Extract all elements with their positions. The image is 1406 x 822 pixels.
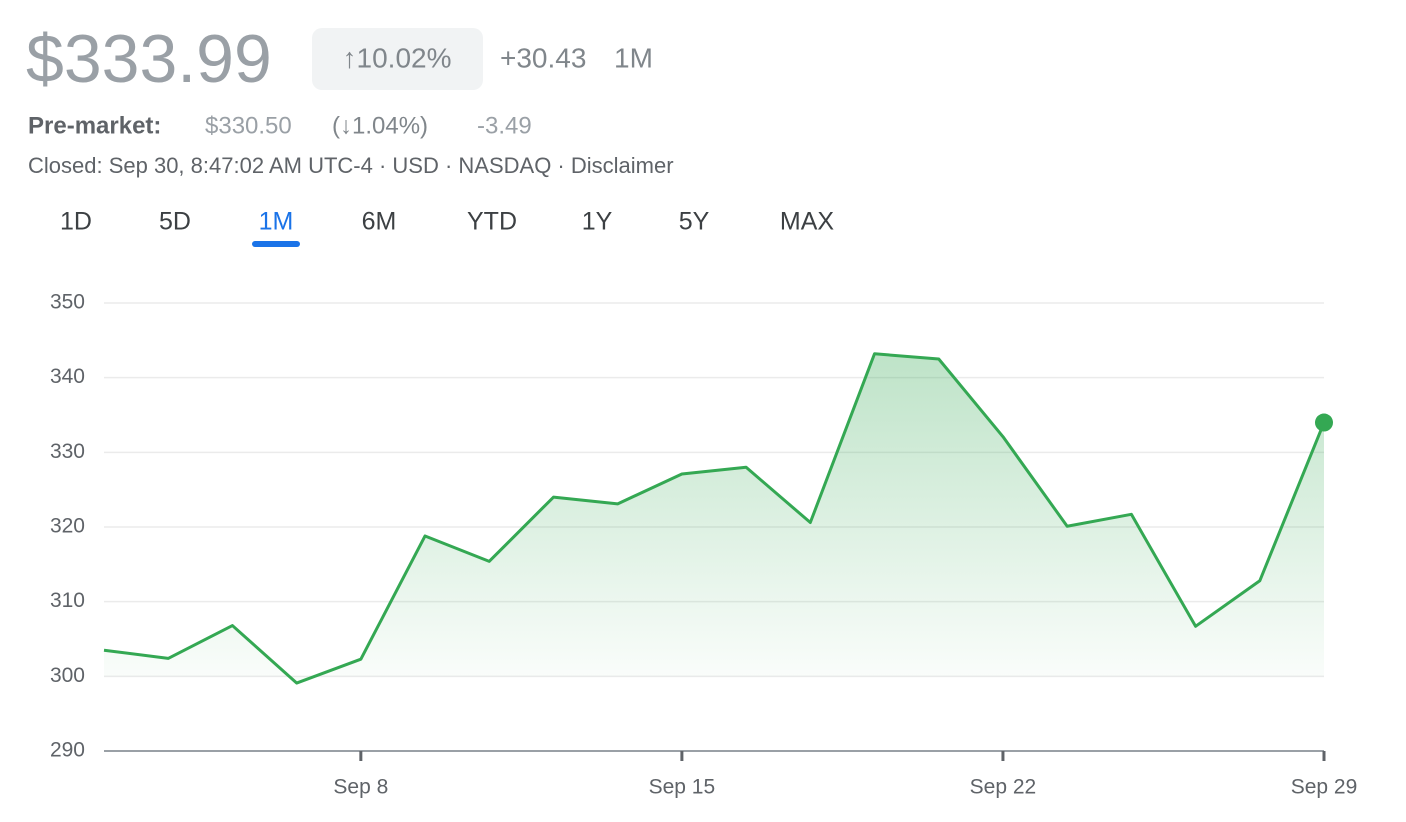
y-tick-label: 300 bbox=[50, 664, 85, 687]
premarket-change-pct: (↓1.04%) bbox=[332, 112, 428, 139]
range-tab[interactable]: 5D bbox=[159, 208, 191, 236]
x-tick-label: Sep 22 bbox=[970, 776, 1037, 799]
range-tab[interactable]: YTD bbox=[467, 208, 517, 236]
y-tick-label: 310 bbox=[50, 589, 85, 612]
area bbox=[104, 353, 1324, 684]
range-tab[interactable]: 5Y bbox=[679, 208, 710, 236]
change-period: 1M bbox=[614, 42, 653, 73]
range-tab[interactable]: 6M bbox=[362, 208, 397, 236]
range-tab[interactable]: 1Y bbox=[582, 208, 613, 236]
y-tick-label: 290 bbox=[50, 739, 85, 762]
range-tabs: 1D 5D 1M 6M YTD 1Y 5Y MAX bbox=[60, 208, 834, 247]
change-pct: ↑10.02% bbox=[343, 42, 452, 73]
market-status: Closed: Sep 30, 8:47:02 AM UTC-4 · USD ·… bbox=[28, 153, 674, 178]
premarket-price: $330.50 bbox=[205, 112, 292, 139]
y-tick-label: 330 bbox=[50, 440, 85, 463]
y-tick-label: 320 bbox=[50, 515, 85, 538]
x-tick-label: Sep 29 bbox=[1291, 776, 1358, 799]
x-tick-label: Sep 8 bbox=[333, 776, 388, 799]
premarket-change-abs: -3.49 bbox=[477, 112, 532, 139]
y-tick-label: 340 bbox=[50, 365, 85, 388]
range-tab[interactable]: 1D bbox=[60, 208, 92, 236]
change-abs: +30.43 bbox=[500, 42, 586, 73]
line bbox=[103, 352, 1326, 685]
price-chart: 290 300 310 320 330 340 350 Sep 8 Sep 15 Sep 22 Se… bbox=[50, 291, 1357, 799]
premarket-label: Pre-market: bbox=[28, 112, 161, 139]
range-tab[interactable]: 1M bbox=[259, 208, 294, 236]
change-badge bbox=[312, 28, 483, 90]
active-tab-indicator bbox=[252, 241, 300, 247]
price: $333.99 bbox=[26, 21, 272, 97]
y-tick-label: 350 bbox=[50, 291, 85, 314]
x-tick-label: Sep 15 bbox=[649, 776, 716, 799]
range-tab[interactable]: MAX bbox=[780, 208, 835, 236]
last-point bbox=[1315, 413, 1333, 432]
